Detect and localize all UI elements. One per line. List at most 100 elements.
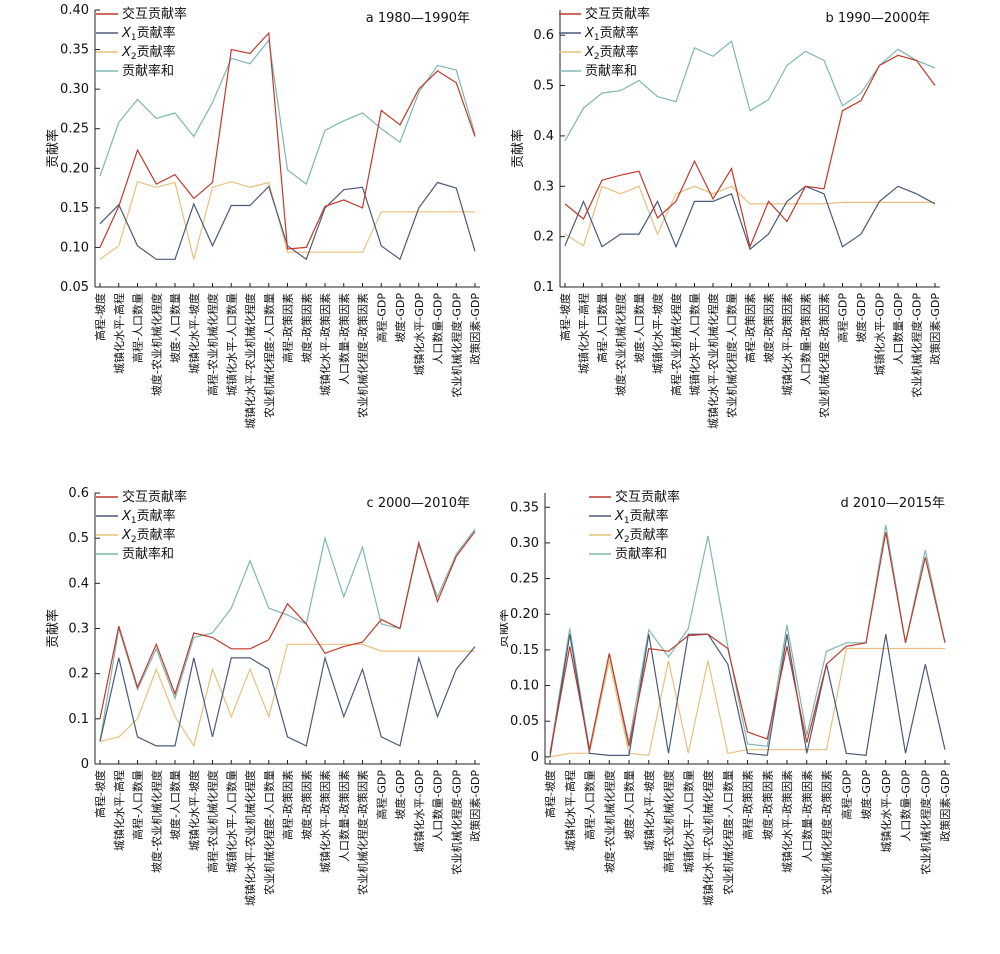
x-tick-label: 城镇化水平-GDP [412, 293, 426, 376]
x-tick-label: 城镇化水平-高程 [112, 293, 126, 374]
series-line-sum [564, 40, 936, 142]
x-tick-label: 高程-政策因素 [741, 770, 755, 840]
x-tick-label: 坡度-人口数量 [168, 293, 182, 363]
x-tick-label: 高程-人口数量 [131, 293, 145, 363]
panel-b: 0.10.20.30.40.50.6高程-坡度 城镇化水平-高程 高程-人口数量 坡度… [510, 6, 942, 429]
series-line-x2 [549, 647, 945, 758]
x-tick-label: 城镇化水平-人口数量 [224, 293, 238, 396]
x-tick-label: 政策因素-GDP [928, 293, 942, 365]
x-tick-label: 城镇化水平-人口数量 [224, 770, 238, 873]
x-tick-label: 城镇化水平-GDP [412, 770, 426, 853]
x-tick-label: 高程-政策因素 [281, 770, 295, 840]
legend-label: 贡献率和 [585, 63, 637, 79]
x-tick-label: 城镇化水平-政策因素 [780, 293, 794, 396]
x-tick-label: 坡度-农业机械化程度 [149, 293, 163, 396]
x-tick-label: 高程-农业机械化程度 [206, 293, 220, 396]
legend-label: X1贡献率 [584, 25, 639, 43]
x-tick-label: 人口数量-政策因素 [800, 770, 814, 862]
x-tick-label: 农业机械化程度-人口数量 [725, 293, 739, 418]
y-axis-label: 贡献率 [500, 609, 511, 648]
x-tick-label: 农业机械化程度-GDP [449, 770, 463, 875]
x-tick-label: 农业机械化程度-GDP [918, 770, 932, 875]
legend-label: X2贡献率 [614, 527, 669, 545]
x-tick-label: 农业机械化程度-人口数量 [262, 293, 276, 418]
x-tick-label: 坡度-GDP [859, 770, 873, 820]
x-tick-label: 高程-GDP [374, 293, 388, 343]
x-tick-label: 农业机械化程度-政策因素 [820, 770, 834, 895]
x-tick-label: 城镇化水平-人口数量 [681, 770, 695, 873]
panel-title: c 2000—2010年 [367, 496, 470, 511]
y-tick-label: 0.30 [510, 536, 539, 551]
panel-title: b 1990—2000年 [825, 11, 930, 26]
x-tick-label: 农业机械化程度-政策因素 [356, 770, 370, 895]
y-tick-label: 0.5 [68, 531, 89, 546]
x-tick-label: 农业机械化程度-GDP [910, 293, 924, 398]
series-line-x2 [99, 643, 475, 748]
series-line-x1 [99, 646, 476, 747]
x-tick-label: 高程-GDP [374, 770, 388, 820]
x-tick-label: 农业机械化程度-人口数量 [262, 770, 276, 895]
y-axis-label: 贡献率 [45, 609, 61, 648]
y-tick-label: 0.15 [510, 643, 539, 658]
x-tick-label: 坡度-人口数量 [168, 770, 182, 840]
series-line-x2 [564, 185, 935, 247]
series-line-sum [549, 525, 946, 754]
x-tick-label: 坡度-GDP [854, 293, 868, 343]
x-tick-label: 高程-坡度 [93, 770, 107, 818]
y-axis-label: 贡献率 [510, 129, 526, 168]
y-tick-label: 0.40 [60, 3, 89, 18]
legend-label: X1贡献率 [614, 508, 669, 526]
x-tick-label: 城镇化水平-政策因素 [318, 293, 332, 396]
y-tick-label: 0.2 [533, 230, 554, 245]
x-tick-label: 城镇化水平-坡度 [642, 770, 656, 851]
panel-title: a 1980—1990年 [366, 11, 470, 26]
legend-label: 交互贡献率 [122, 489, 187, 505]
panel-c: 00.10.20.30.40.50.6高程-坡度 城镇化水平-高程 高程-人口数量坡… [45, 486, 482, 906]
x-tick-label: 高程-政策因素 [281, 293, 295, 363]
x-tick-label: 坡度-人口数量 [632, 293, 646, 363]
x-tick-label: 坡度-农业机械化程度 [602, 770, 616, 873]
x-tick-label: 坡度-农业机械化程度 [149, 770, 163, 873]
y-tick-label: 0.3 [68, 622, 89, 637]
y-tick-label: 0.10 [60, 240, 89, 255]
y-tick-label: 0 [81, 757, 89, 772]
panel-title: d 2010—2015年 [840, 496, 945, 511]
x-tick-label: 人口数量-GDP [432, 770, 445, 842]
y-tick-label: 0.5 [533, 79, 554, 94]
x-tick-label: 城镇化水平-农业机械化程度 [701, 770, 715, 906]
x-tick-label: 高程-坡度 [558, 293, 572, 341]
y-tick-label: 0.15 [60, 201, 89, 216]
x-tick-label: 城镇化水平-高程 [577, 293, 591, 374]
x-tick-label: 人口数量-GDP [900, 770, 913, 842]
x-tick-label: 高程-农业机械化程度 [662, 770, 676, 873]
y-tick-label: 0.05 [510, 714, 539, 729]
y-tick-label: 0.2 [68, 667, 89, 682]
x-tick-label: 城镇化水平-坡度 [187, 770, 201, 851]
legend-label: 交互贡献率 [122, 6, 187, 22]
legend-label: 交互贡献率 [585, 6, 650, 22]
x-tick-label: 城镇化水平-坡度 [651, 293, 665, 374]
y-tick-label: 0.1 [533, 280, 554, 295]
y-tick-label: 0.1 [68, 712, 89, 727]
x-tick-label: 城镇化水平-高程 [563, 770, 577, 851]
x-tick-label: 城镇化水平-政策因素 [318, 770, 332, 873]
x-tick-label: 农业机械化程度-政策因素 [356, 293, 370, 418]
x-tick-label: 城镇化水平-人口数量 [688, 293, 702, 396]
y-tick-label: 0.35 [60, 43, 89, 58]
y-tick-label: 0.20 [510, 607, 539, 622]
legend-label: X2贡献率 [584, 44, 639, 62]
x-tick-label: 城镇化水平-高程 [112, 770, 126, 851]
y-tick-label: 0.35 [510, 500, 539, 515]
x-tick-label: 坡度-政策因素 [760, 770, 774, 840]
x-tick-label: 高程-人口数量 [595, 293, 609, 363]
x-tick-label: 高程-GDP [836, 293, 850, 343]
y-tick-label: 0.6 [533, 28, 554, 43]
y-tick-label: 0.10 [510, 679, 539, 694]
x-tick-label: 坡度-政策因素 [299, 770, 313, 840]
